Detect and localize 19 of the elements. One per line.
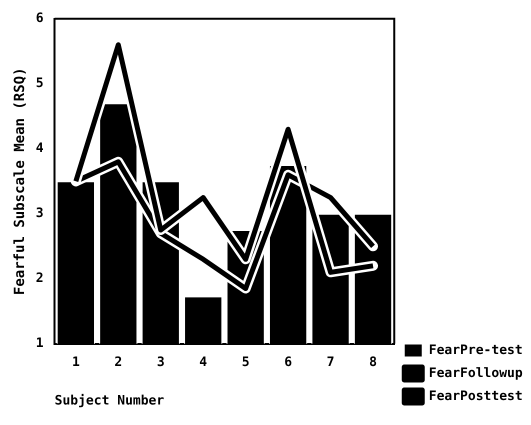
x-tick-label: 4 bbox=[199, 354, 208, 370]
y-tick-label: 3 bbox=[36, 206, 44, 222]
y-axis-title: Fearful Subscale Mean (RSQ) bbox=[12, 68, 28, 296]
x-tick-label: 5 bbox=[242, 354, 250, 370]
y-tick-label: 2 bbox=[36, 271, 44, 286]
x-tick-label: 6 bbox=[284, 354, 292, 370]
y-tick-label: 4 bbox=[36, 141, 44, 156]
y-tick-label: 1 bbox=[36, 336, 44, 352]
x-tick-label: 1 bbox=[72, 354, 80, 370]
x-tick-label: 2 bbox=[114, 354, 122, 370]
legend-label: FearPosttest bbox=[428, 388, 523, 404]
y-tick-label: 5 bbox=[36, 76, 44, 92]
legend-label: FearFollowup bbox=[428, 366, 523, 381]
x-tick-label: 3 bbox=[156, 354, 165, 370]
y-tick-label: 6 bbox=[36, 11, 44, 26]
x-axis-title: Subject Number bbox=[54, 394, 164, 409]
x-tick-label: 8 bbox=[369, 354, 378, 370]
legend-label: FearPre-test bbox=[428, 342, 523, 358]
x-tick-label: 7 bbox=[326, 354, 334, 370]
